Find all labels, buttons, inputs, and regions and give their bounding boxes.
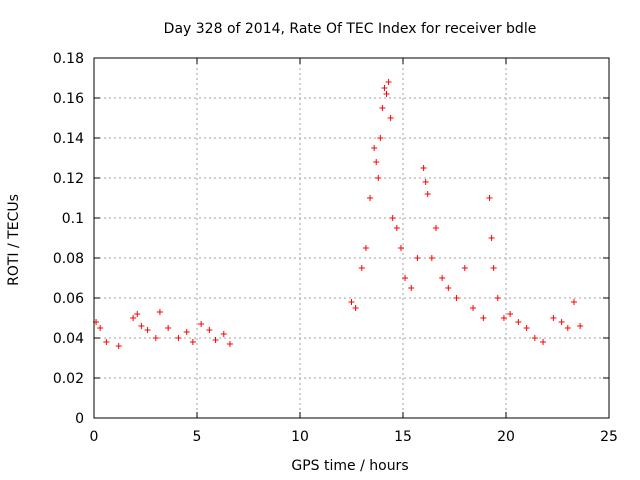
data-point xyxy=(138,323,145,329)
data-point xyxy=(385,79,392,85)
data-point xyxy=(414,255,421,261)
chart-title: Day 328 of 2014, Rate Of TEC Index for r… xyxy=(164,21,537,37)
data-point xyxy=(152,335,159,341)
data-point xyxy=(226,341,233,347)
data-point xyxy=(564,325,571,331)
x-tick-label: 5 xyxy=(193,429,202,445)
data-point xyxy=(445,285,452,291)
data-point xyxy=(175,335,182,341)
data-point xyxy=(183,329,190,335)
data-point xyxy=(540,339,547,345)
data-point xyxy=(577,323,584,329)
y-tick-label: 0.08 xyxy=(53,251,84,267)
y-tick-label: 0.18 xyxy=(53,51,84,67)
data-point xyxy=(432,225,439,231)
data-point xyxy=(165,325,172,331)
data-point xyxy=(422,179,429,185)
x-tick-label: 15 xyxy=(394,429,412,445)
data-point xyxy=(371,145,378,151)
data-point xyxy=(144,327,151,333)
data-point xyxy=(212,337,219,343)
data-point xyxy=(494,295,501,301)
data-point xyxy=(115,343,122,349)
y-tick-label: 0.06 xyxy=(53,291,84,307)
data-point xyxy=(558,319,565,325)
data-point xyxy=(515,319,522,325)
data-point xyxy=(470,305,477,311)
data-point xyxy=(348,299,355,305)
data-point xyxy=(461,265,468,271)
data-point xyxy=(379,105,386,111)
data-point xyxy=(352,305,359,311)
data-point xyxy=(362,245,369,251)
data-point xyxy=(389,215,396,221)
data-point xyxy=(507,311,514,317)
data-point xyxy=(480,315,487,321)
data-point xyxy=(500,315,507,321)
data-point xyxy=(367,195,374,201)
data-point xyxy=(130,315,137,321)
x-tick-label: 25 xyxy=(600,429,618,445)
data-point xyxy=(490,265,497,271)
data-point xyxy=(377,135,384,141)
data-point xyxy=(424,191,431,197)
data-point xyxy=(570,299,577,305)
y-tick-label: 0.02 xyxy=(53,371,84,387)
data-point xyxy=(531,335,538,341)
data-point xyxy=(550,315,557,321)
data-point xyxy=(488,235,495,241)
data-point xyxy=(156,309,163,315)
y-tick-label: 0 xyxy=(75,411,84,427)
data-point xyxy=(397,245,404,251)
x-tick-label: 20 xyxy=(497,429,515,445)
data-point xyxy=(387,115,394,121)
x-tick-label: 10 xyxy=(291,429,309,445)
data-point xyxy=(103,339,110,345)
plot-frame xyxy=(93,57,610,419)
data-point xyxy=(375,175,382,181)
y-axis-label: ROTI / TECUs xyxy=(6,194,22,286)
y-tick-label: 0.16 xyxy=(53,91,84,107)
axis-ticks: 0 5 10 15 20 25 0 0.02 0.04 0.06 0.08 0.1 0.12 0.14 0.… xyxy=(53,51,618,445)
y-tick-label: 0.12 xyxy=(53,171,84,187)
y-tick-label: 0.14 xyxy=(53,131,84,147)
data-point xyxy=(381,85,388,91)
x-tick-label: 0 xyxy=(90,429,99,445)
data-points xyxy=(93,79,584,349)
data-point xyxy=(198,321,205,327)
data-point xyxy=(189,339,196,345)
data-point xyxy=(358,265,365,271)
y-tick-label: 0.1 xyxy=(62,211,84,227)
data-point xyxy=(486,195,493,201)
x-axis-label: GPS time / hours xyxy=(291,458,408,474)
data-point xyxy=(453,295,460,301)
data-point xyxy=(439,275,446,281)
data-point xyxy=(373,159,380,165)
data-point xyxy=(393,225,400,231)
data-point xyxy=(206,327,213,333)
data-point xyxy=(408,285,415,291)
data-point xyxy=(220,331,227,337)
y-tick-label: 0.04 xyxy=(53,331,84,347)
data-point xyxy=(523,325,530,331)
data-point xyxy=(383,91,390,97)
data-point xyxy=(134,311,141,317)
grid xyxy=(94,58,609,418)
data-point xyxy=(97,325,104,331)
data-point xyxy=(420,165,427,171)
data-point xyxy=(402,275,409,281)
data-point xyxy=(428,255,435,261)
